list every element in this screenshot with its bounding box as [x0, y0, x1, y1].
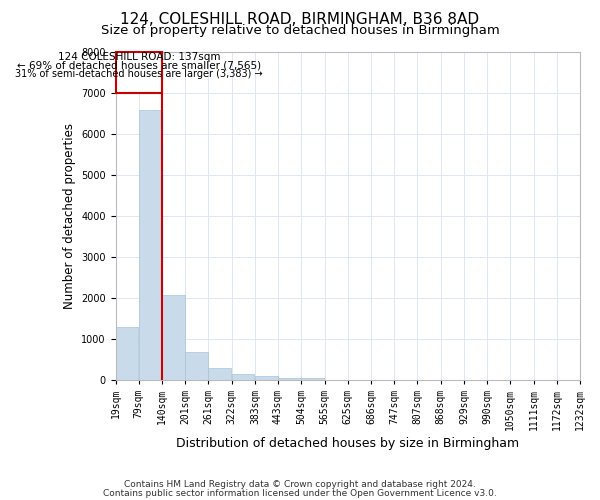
Text: 124, COLESHILL ROAD, BIRMINGHAM, B36 8AD: 124, COLESHILL ROAD, BIRMINGHAM, B36 8AD	[121, 12, 479, 28]
Text: ← 69% of detached houses are smaller (7,565): ← 69% of detached houses are smaller (7,…	[17, 61, 261, 71]
Bar	[116, 326, 139, 380]
Bar	[162, 294, 185, 380]
Bar	[255, 376, 278, 380]
Bar	[278, 378, 301, 380]
Y-axis label: Number of detached properties: Number of detached properties	[63, 122, 76, 308]
Bar	[116, 52, 162, 92]
Text: Contains HM Land Registry data © Crown copyright and database right 2024.: Contains HM Land Registry data © Crown c…	[124, 480, 476, 489]
X-axis label: Distribution of detached houses by size in Birmingham: Distribution of detached houses by size …	[176, 437, 520, 450]
Text: Contains public sector information licensed under the Open Government Licence v3: Contains public sector information licen…	[103, 488, 497, 498]
Bar	[301, 378, 324, 380]
Text: 31% of semi-detached houses are larger (3,383) →: 31% of semi-detached houses are larger (…	[15, 69, 263, 79]
Text: Size of property relative to detached houses in Birmingham: Size of property relative to detached ho…	[101, 24, 499, 37]
Bar	[232, 374, 254, 380]
Text: 124 COLESHILL ROAD: 137sqm: 124 COLESHILL ROAD: 137sqm	[58, 52, 220, 62]
Bar	[208, 368, 231, 380]
Bar	[139, 110, 161, 380]
Bar	[185, 352, 208, 380]
